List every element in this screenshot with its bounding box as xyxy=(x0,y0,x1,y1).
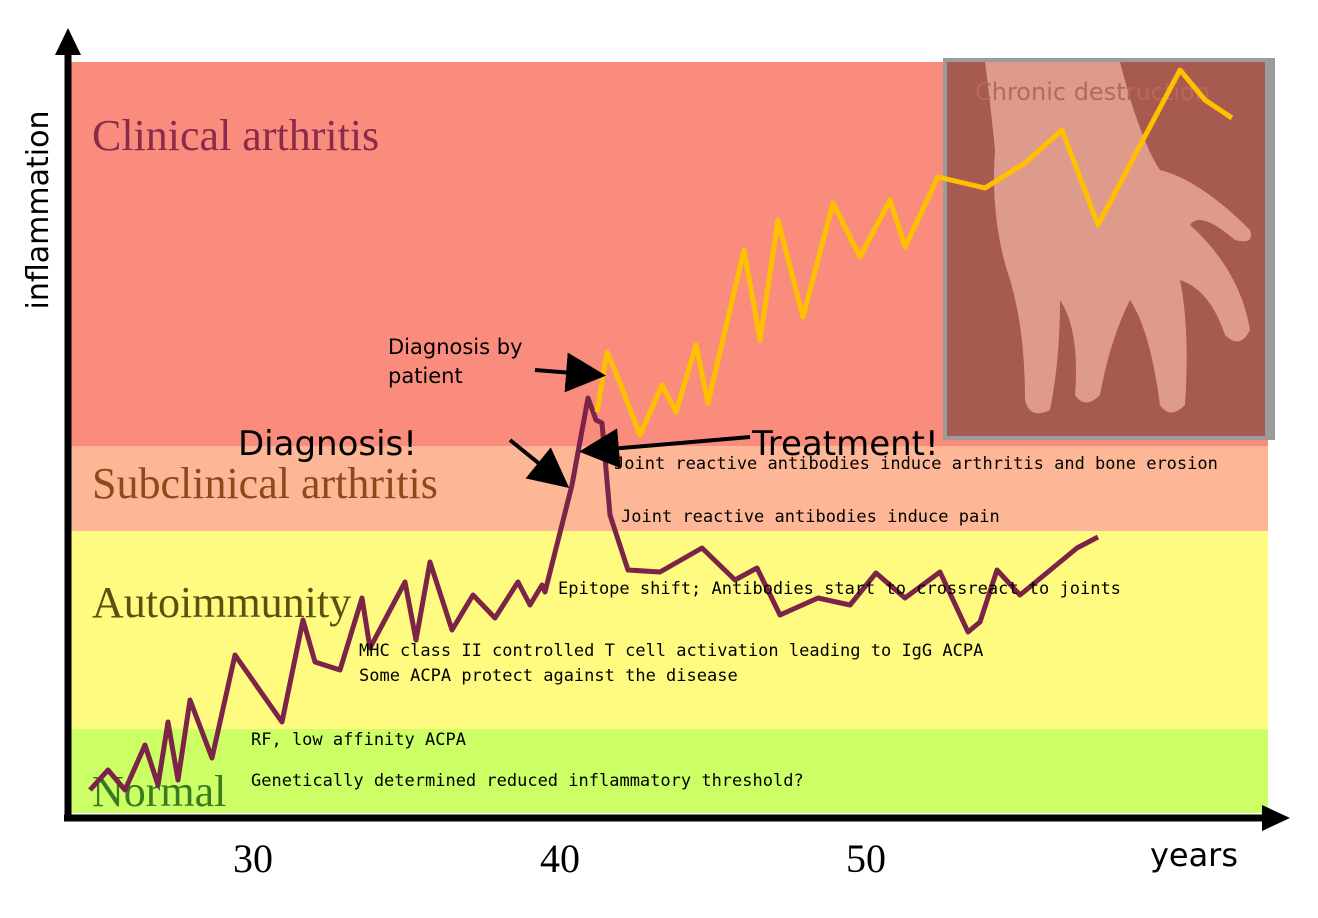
band-autoimmunity xyxy=(68,531,1268,729)
stage-label: Clinical arthritis xyxy=(92,111,379,160)
untreated-line xyxy=(594,67,1234,438)
event-label: Genetically determined reduced inflammat… xyxy=(251,771,804,791)
x-tick-label: 50 xyxy=(846,836,886,881)
progression-line xyxy=(88,395,1100,793)
x-tick-label: 40 xyxy=(540,836,580,881)
event-label: RF, low affinity ACPA xyxy=(251,730,466,750)
callout-diagnosis: Diagnosis! xyxy=(238,424,417,464)
event-label: Joint reactive antibodies induce pain xyxy=(621,507,1000,527)
callout-line: patient xyxy=(388,364,463,388)
callout-patient: Diagnosis by patient xyxy=(388,335,523,388)
hand-image xyxy=(943,58,1275,440)
arrow xyxy=(579,428,751,469)
event-label: Epitope shift; Antibodies start to cross… xyxy=(558,579,1121,599)
arrow xyxy=(534,352,606,393)
y-axis-label: inflammation xyxy=(21,111,56,310)
band-subclinical xyxy=(68,446,1268,531)
event-label: MHC class II controlled T cell activatio… xyxy=(359,641,983,661)
x-tick-label: 30 xyxy=(233,836,273,881)
event-label: Joint reactive antibodies induce arthrit… xyxy=(614,454,1218,474)
event-label: Some ACPA protect against the disease xyxy=(359,666,738,686)
stage-label: Subclinical arthritis xyxy=(92,459,438,508)
stage-label: Autoimmunity xyxy=(92,578,351,627)
y-arrow xyxy=(55,28,81,55)
band-normal xyxy=(68,729,1268,813)
x-axis-label: years xyxy=(1150,836,1238,874)
callout-treatment: Treatment! xyxy=(751,424,939,464)
arrow xyxy=(508,438,570,489)
callout-line: Diagnosis by xyxy=(388,335,523,359)
x-arrow xyxy=(1262,805,1290,831)
